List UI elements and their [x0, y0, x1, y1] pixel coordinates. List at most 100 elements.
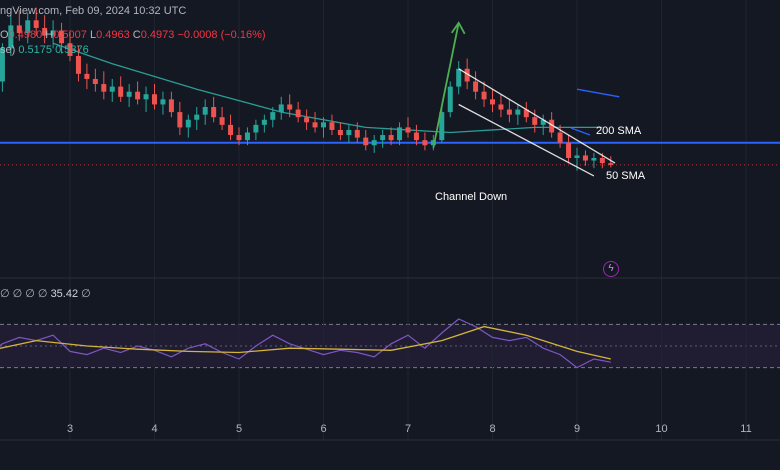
- candle-body: [109, 86, 115, 92]
- ohlc-high-value: 0.5007: [53, 29, 87, 41]
- candle-body: [67, 43, 73, 56]
- candle-body: [152, 94, 157, 105]
- indicator-label: se): [0, 44, 16, 56]
- candle-body: [456, 68, 462, 87]
- candle-body: [346, 129, 352, 136]
- candle-body: [50, 30, 56, 36]
- candle-body: [481, 91, 487, 100]
- candle-body: [337, 129, 343, 136]
- candle-body: [211, 107, 217, 118]
- channel-upper-line: [458, 68, 616, 164]
- candle-body: [430, 140, 436, 146]
- candle-body: [194, 114, 200, 120]
- candle-body: [92, 78, 98, 85]
- candle-body: [253, 124, 259, 133]
- candle-body: [177, 112, 183, 128]
- candle-body: [397, 127, 403, 141]
- candle-body: [380, 135, 386, 141]
- candle-body: [16, 25, 22, 34]
- ohlc-low-label: L: [89, 29, 97, 41]
- candle-body: [0, 48, 5, 82]
- candle-body: [464, 68, 470, 82]
- candle-body: [75, 56, 81, 74]
- candle-body: [261, 119, 267, 125]
- rsi-header-tail: ∅: [81, 288, 91, 300]
- ohlc-high-label: H: [45, 29, 54, 41]
- x-tick-label: 3: [67, 423, 73, 435]
- rsi-header: ∅ ∅ ∅ ∅ 35.42 ∅: [0, 287, 91, 300]
- candle-body: [236, 135, 242, 141]
- candle-body: [439, 112, 445, 141]
- candle-body: [523, 109, 529, 118]
- x-tick-label: 7: [405, 423, 411, 435]
- candle-body: [591, 158, 597, 161]
- candle-body: [160, 99, 166, 105]
- rsi-ma-line: [0, 325, 611, 360]
- breakout-arrow: [432, 22, 460, 148]
- candle-body: [287, 104, 293, 110]
- x-tick-label: 6: [320, 423, 326, 435]
- candle-body: [599, 158, 605, 164]
- candle-body: [101, 84, 107, 92]
- candle-body: [42, 27, 48, 36]
- candle-body: [329, 122, 335, 130]
- candle-body: [244, 132, 250, 141]
- candle-body: [295, 109, 301, 118]
- candle-body: [8, 25, 14, 49]
- candle-body: [219, 117, 225, 125]
- channel-label: Channel Down: [435, 191, 507, 203]
- candle-body: [363, 137, 369, 146]
- sma50-label: 50 SMA: [606, 170, 646, 182]
- candle-body: [473, 81, 479, 92]
- indicator-value-2: 0.5376: [55, 44, 89, 56]
- rsi-header-glyphs: ∅ ∅ ∅ ∅: [0, 288, 48, 300]
- candle-body: [371, 140, 377, 146]
- rsi-value: 35.42: [50, 288, 79, 300]
- candle-body: [422, 140, 428, 146]
- source-line: ngView.com, Feb 09, 2024 10:32 UTC: [0, 5, 187, 17]
- candle-body: [185, 119, 191, 128]
- candle-body: [312, 122, 318, 128]
- sma200-label-line: [570, 127, 591, 136]
- candle-body: [447, 86, 453, 113]
- candle-body: [405, 127, 411, 133]
- candle-body: [608, 163, 614, 165]
- x-tick-label: 9: [574, 423, 580, 435]
- candle-body: [135, 91, 141, 100]
- indicator-value-1: 0.5175: [18, 44, 52, 56]
- candle-body: [168, 99, 174, 113]
- candle-body: [582, 155, 588, 161]
- candle-body: [33, 20, 39, 28]
- candle-body: [566, 142, 572, 158]
- candle-body: [143, 94, 149, 100]
- candle-body: [126, 91, 132, 97]
- candle-body: [515, 109, 521, 115]
- candle-body: [413, 132, 419, 141]
- candle-body: [321, 122, 326, 128]
- ohlc-open-label: O: [0, 29, 9, 41]
- sma200-label: 200 SMA: [596, 125, 642, 137]
- candle-body: [549, 119, 555, 133]
- candle-body: [84, 73, 90, 79]
- x-tick-label: 10: [655, 423, 667, 435]
- candle-body: [557, 132, 563, 143]
- x-tick-label: 11: [740, 423, 751, 435]
- channel-lower-line: [458, 103, 595, 177]
- candle-body: [490, 99, 495, 105]
- candle-body: [532, 117, 538, 125]
- candle-body: [506, 109, 512, 115]
- x-tick-label: 4: [151, 423, 157, 435]
- candle-body: [118, 86, 124, 97]
- candle-body: [540, 119, 546, 125]
- candle-body: [354, 129, 360, 138]
- candle-body: [228, 124, 234, 136]
- lightning-icon[interactable]: ϟ: [603, 261, 619, 277]
- ohlc-open-value: 0.4980: [8, 29, 43, 41]
- ohlc-close-label: C: [132, 29, 141, 41]
- candle-body: [202, 107, 208, 115]
- candle-body: [270, 112, 276, 120]
- ohlc-change: −0.0008 (−0.16%): [177, 29, 266, 41]
- sma200-line: [576, 88, 620, 98]
